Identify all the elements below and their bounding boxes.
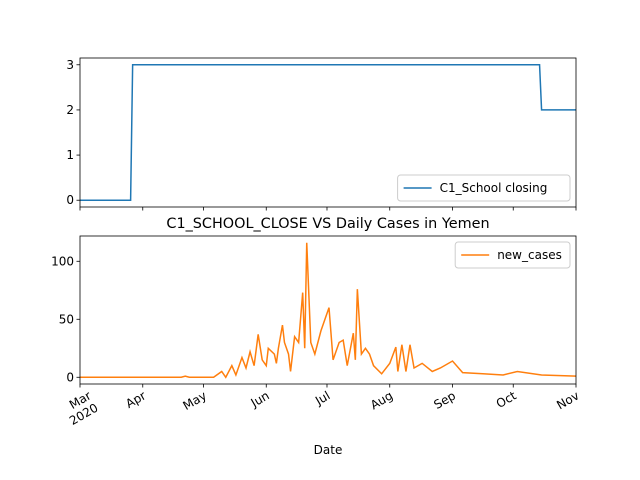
x-tick-label: Sep xyxy=(431,388,458,411)
x-axis-label: Date xyxy=(314,443,343,457)
x-tick-label: Mar2020 xyxy=(60,388,101,428)
y-tick-label: 3 xyxy=(66,58,74,72)
x-tick-label: Jul xyxy=(312,388,332,408)
axes-frame xyxy=(79,57,577,208)
data-line xyxy=(80,64,576,201)
y-tick-label: 1 xyxy=(66,148,74,162)
x-tick-label: May xyxy=(181,388,209,413)
legend-box xyxy=(454,241,571,269)
chart-title: C1_SCHOOL_CLOSE VS Daily Cases in Yemen xyxy=(166,216,489,232)
axes-frame xyxy=(79,235,577,385)
y-tick-label: 100 xyxy=(51,254,74,268)
data-line xyxy=(80,242,577,379)
x-tick-label: Oct xyxy=(494,388,519,411)
x-tick-label: Nov xyxy=(554,388,581,412)
x-tick-label: Apr xyxy=(123,388,148,411)
y-tick-label: 0 xyxy=(66,193,74,207)
y-tick-label: 0 xyxy=(66,370,74,384)
y-tick-label: 50 xyxy=(59,312,74,326)
legend-box xyxy=(397,174,571,202)
x-tick-label: Jun xyxy=(248,388,272,410)
legend-label: C1_School closing xyxy=(440,181,548,195)
y-tick-label: 2 xyxy=(66,103,74,117)
legend-label: new_cases xyxy=(497,248,562,262)
x-tick-label: Aug xyxy=(368,388,395,412)
